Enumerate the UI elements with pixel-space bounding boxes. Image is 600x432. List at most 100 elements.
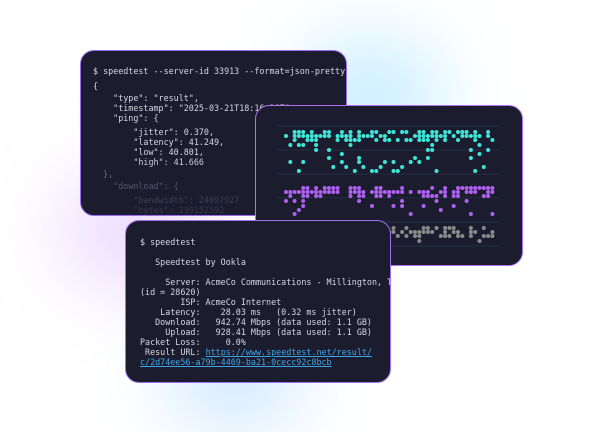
dot <box>361 194 366 198</box>
json-line: }, <box>93 169 114 179</box>
dot <box>391 230 396 234</box>
dot <box>357 138 362 142</box>
dot <box>490 212 495 216</box>
dot <box>486 186 491 190</box>
output-line: Packet Loss: 0.0% <box>140 337 246 347</box>
dot <box>339 160 344 164</box>
dot <box>464 186 469 190</box>
dot <box>296 134 301 138</box>
dot <box>443 190 448 194</box>
dot <box>430 148 435 152</box>
dot <box>400 199 405 203</box>
dot <box>460 130 465 134</box>
dot <box>387 138 392 142</box>
dot <box>352 169 357 173</box>
dot <box>348 186 353 190</box>
dot <box>490 190 495 194</box>
dot <box>464 190 469 194</box>
dot <box>378 134 383 138</box>
dot <box>314 143 319 147</box>
json-line: "bandwidth": 24097927 <box>93 195 240 205</box>
dot <box>490 186 495 190</box>
dot <box>486 194 491 198</box>
dot <box>473 130 478 134</box>
dot <box>481 186 486 190</box>
dot <box>305 194 310 198</box>
dot <box>288 190 293 194</box>
dot <box>443 226 448 230</box>
dot <box>292 190 297 194</box>
dot <box>387 130 392 134</box>
dot <box>481 234 486 238</box>
dot <box>443 194 448 198</box>
dot <box>468 234 473 238</box>
dot <box>421 190 426 194</box>
dot <box>421 130 426 134</box>
dot <box>421 226 426 230</box>
dot <box>301 190 306 194</box>
dot <box>477 186 482 190</box>
dot <box>443 130 448 134</box>
dot <box>357 134 362 138</box>
dot <box>391 190 396 194</box>
dot <box>288 160 293 164</box>
dot <box>434 199 439 203</box>
dot <box>434 169 439 173</box>
dot <box>481 165 486 169</box>
dot <box>400 190 405 194</box>
dot <box>378 190 383 194</box>
result-url-link[interactable]: https://www.speedtest.net/result/ <box>205 347 372 357</box>
dot <box>473 190 478 194</box>
dot <box>404 138 409 142</box>
dot <box>404 234 409 238</box>
dot <box>460 186 465 190</box>
dot <box>374 186 379 190</box>
dot <box>400 204 405 208</box>
dot <box>481 226 486 230</box>
dot <box>425 156 430 160</box>
terminal-command: $ speedtest <box>140 237 196 247</box>
dot <box>292 130 297 134</box>
dot <box>322 186 327 190</box>
result-url-link-continued[interactable]: c/2d74ee56-a79b-4469-ba21-0cecc92c8bcb <box>140 357 332 367</box>
dot <box>477 134 482 138</box>
dot <box>391 226 396 230</box>
output-line: Download: 942.74 Mbps (data used: 1.1 GB… <box>140 317 372 327</box>
dot <box>378 186 383 190</box>
dot <box>335 138 340 142</box>
dot <box>357 199 362 203</box>
dot <box>309 138 314 142</box>
dot <box>365 134 370 138</box>
json-line: "latency": 41.249, <box>93 137 225 147</box>
dot <box>425 138 430 142</box>
dot <box>456 130 460 134</box>
dot <box>404 130 409 134</box>
dot <box>438 190 443 194</box>
output-line: Latency: 28.03 ms (0.32 ms jitter) <box>140 307 357 317</box>
dot <box>486 134 491 138</box>
dot <box>486 130 491 134</box>
dot <box>339 130 344 134</box>
dot <box>421 134 426 138</box>
result-url-line: Result URL: https://www.speedtest.net/re… <box>140 347 372 357</box>
dot <box>438 208 443 212</box>
dot <box>352 190 357 194</box>
dot <box>443 230 448 234</box>
dot <box>296 208 301 212</box>
dot <box>408 230 413 234</box>
dot <box>387 190 392 194</box>
dot <box>348 134 353 138</box>
dot <box>357 190 362 194</box>
dot <box>301 194 306 198</box>
dot <box>301 160 306 164</box>
dot <box>447 130 452 134</box>
dot <box>318 194 323 198</box>
dot <box>301 186 306 190</box>
dot <box>335 134 340 138</box>
dot <box>456 186 460 190</box>
dot <box>451 190 456 194</box>
dot <box>357 156 362 160</box>
dot <box>374 138 379 142</box>
dot <box>327 190 331 194</box>
dot <box>348 190 353 194</box>
